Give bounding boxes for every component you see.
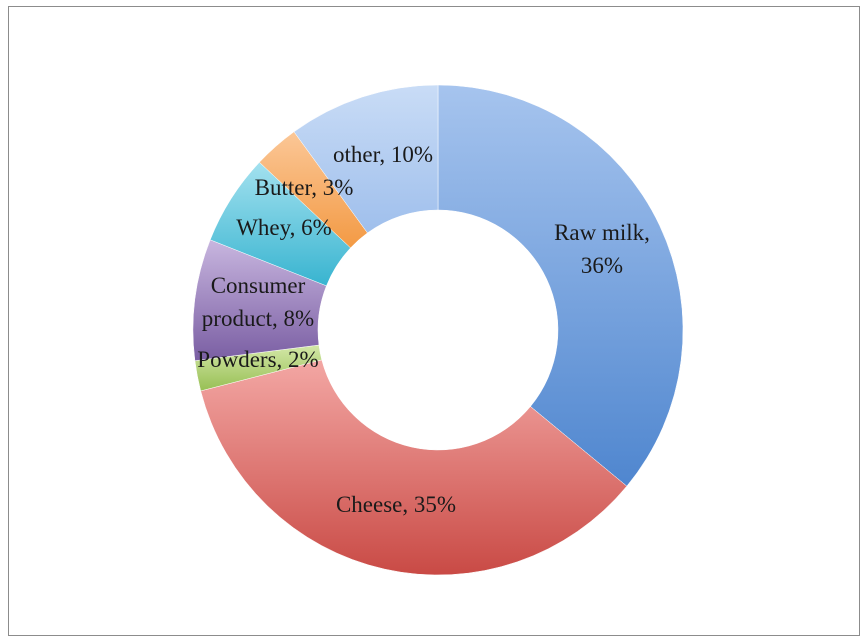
- label-cheese: Cheese, 35%: [336, 492, 456, 517]
- labels-group: Raw milk, 36% Cheese, 35% Powders, 2% Consum…: [197, 142, 650, 517]
- label-raw-milk: Raw milk, 36%: [554, 220, 650, 278]
- slice-raw-milk: [437, 84, 684, 487]
- label-powders: Powders, 2%: [197, 347, 318, 372]
- slice-cheese: [200, 359, 628, 576]
- label-butter: Butter, 3%: [255, 175, 354, 200]
- slice-other: [293, 84, 439, 234]
- slices-group: [192, 84, 684, 576]
- label-other: other, 10%: [333, 142, 433, 167]
- label-consumer-product: Consumer product, 8%: [202, 273, 314, 331]
- label-whey: Whey, 6%: [236, 215, 332, 240]
